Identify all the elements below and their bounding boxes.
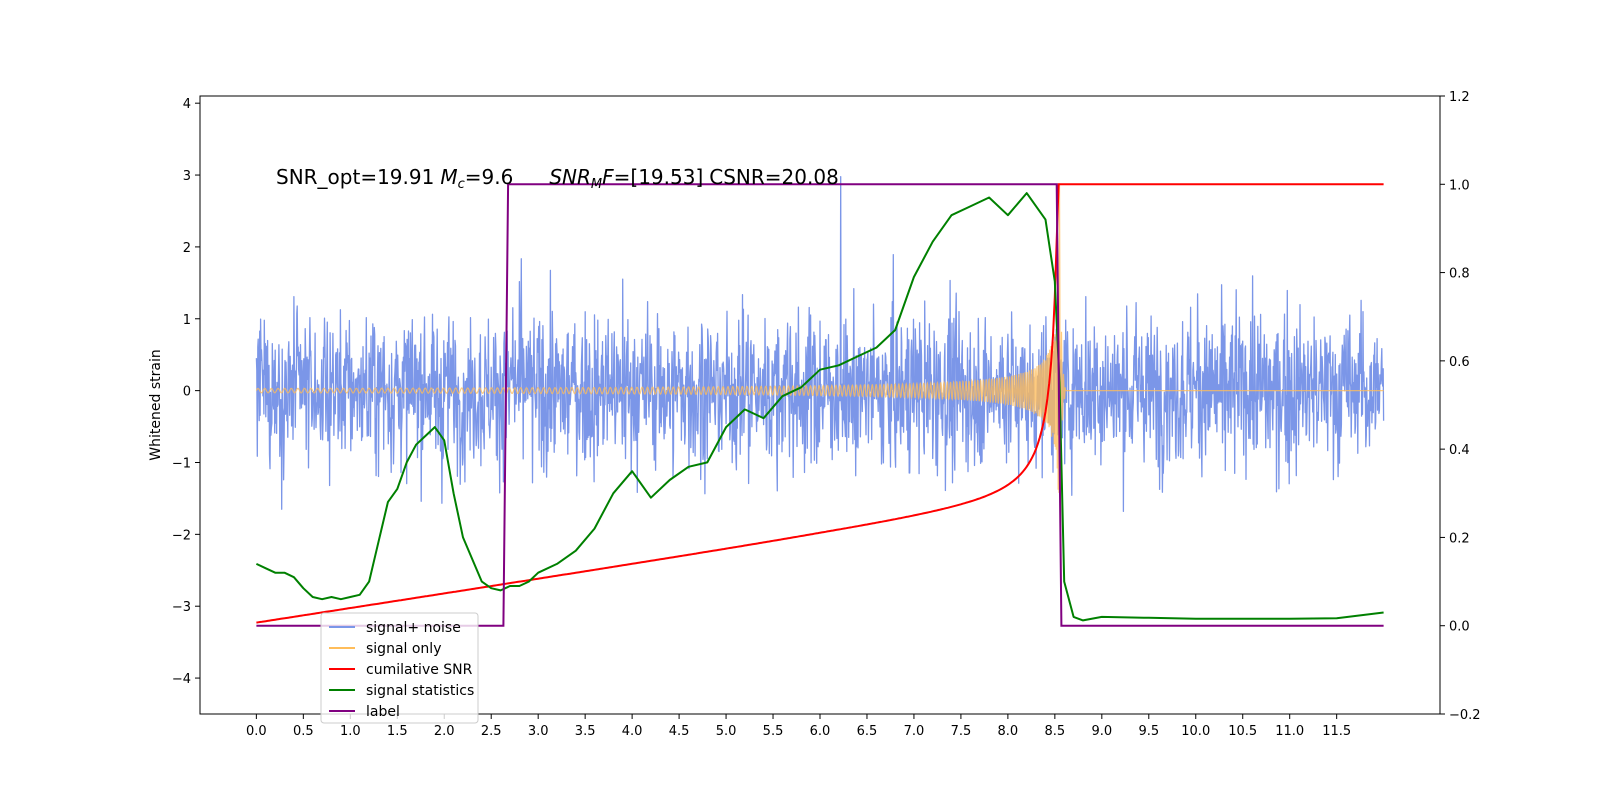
legend: signal+ noise signal only cumilative SNR si… [320, 612, 479, 724]
legend-label: signal only [366, 641, 441, 657]
x-tick-label: 0.5 [293, 724, 314, 739]
x-tick-label: 4.5 [669, 724, 690, 739]
x-tick-label: 8.0 [998, 724, 1019, 739]
x-tick-label: 2.0 [434, 724, 455, 739]
x-tick-label: 9.5 [1138, 724, 1159, 739]
x-tick-label: 6.0 [810, 724, 831, 739]
x-tick-label: 6.5 [857, 724, 878, 739]
legend-label: cumilative SNR [366, 662, 473, 678]
legend-label: signal+ noise [366, 620, 461, 636]
y-tick-label: 4 [183, 97, 191, 112]
y-tick-label: −1 [172, 456, 191, 471]
y-axis-label: Whitened strain [148, 349, 164, 460]
x-tick-label: 8.5 [1045, 724, 1066, 739]
x-tick-label: 4.0 [622, 724, 643, 739]
series-line-cumilative-snr [256, 183, 1384, 624]
y2-tick-label: 0.2 [1449, 531, 1470, 546]
x-tick-label: 2.5 [481, 724, 502, 739]
x-tick-label: 0.0 [246, 724, 267, 739]
x-tick-label: 10.0 [1181, 724, 1210, 739]
y2-tick-label: −0.2 [1449, 708, 1481, 723]
x-tick-label: 11.5 [1322, 724, 1351, 739]
legend-box [320, 612, 479, 724]
y-tick-label: 3 [183, 169, 191, 184]
y-tick-label: 2 [183, 241, 191, 256]
series-line-signal-statistics [255, 192, 1384, 622]
y2-tick-label: 0.6 [1449, 355, 1470, 370]
x-tick-label: 10.5 [1228, 724, 1257, 739]
x-tick-label: 11.0 [1275, 724, 1304, 739]
x-tick-label: 1.0 [340, 724, 361, 739]
x-tick-label: 1.5 [387, 724, 408, 739]
legend-label: signal statistics [366, 683, 474, 699]
y2-tick-label: 1.2 [1449, 90, 1470, 105]
x-tick-label: 9.0 [1091, 724, 1112, 739]
x-tick-label: 3.5 [575, 724, 596, 739]
x-tick-label: 5.5 [763, 724, 784, 739]
y-tick-label: 1 [183, 313, 191, 328]
y2-tick-label: 1.0 [1449, 178, 1470, 193]
x-tick-label: 5.0 [716, 724, 737, 739]
x-tick-label: 7.0 [904, 724, 925, 739]
x-tick-label: 7.5 [951, 724, 972, 739]
annotation-text: SNR_opt=19.91 Mc=9.6 SNRMF=[19.53] CSNR=20.… [276, 165, 839, 192]
x-tick-label: 3.0 [528, 724, 549, 739]
y-tick-label: 0 [183, 385, 191, 400]
tick-layer: 0.0 0.5 1.0 1.5 2.0 2.5 3.0 3.5 4.0 4.5 5.0 5.5 6.0 6… [172, 90, 1481, 739]
y2-tick-label: 0.0 [1449, 620, 1470, 635]
y-tick-label: −3 [172, 600, 191, 615]
y2-tick-label: 0.8 [1449, 267, 1470, 282]
y-tick-label: −4 [172, 672, 191, 687]
series-line-signal-noise [255, 176, 1385, 513]
series-line-signal-only [255, 183, 1384, 495]
y-tick-label: −2 [172, 528, 191, 543]
legend-label: label [366, 704, 400, 720]
y2-tick-label: 0.4 [1449, 443, 1470, 458]
